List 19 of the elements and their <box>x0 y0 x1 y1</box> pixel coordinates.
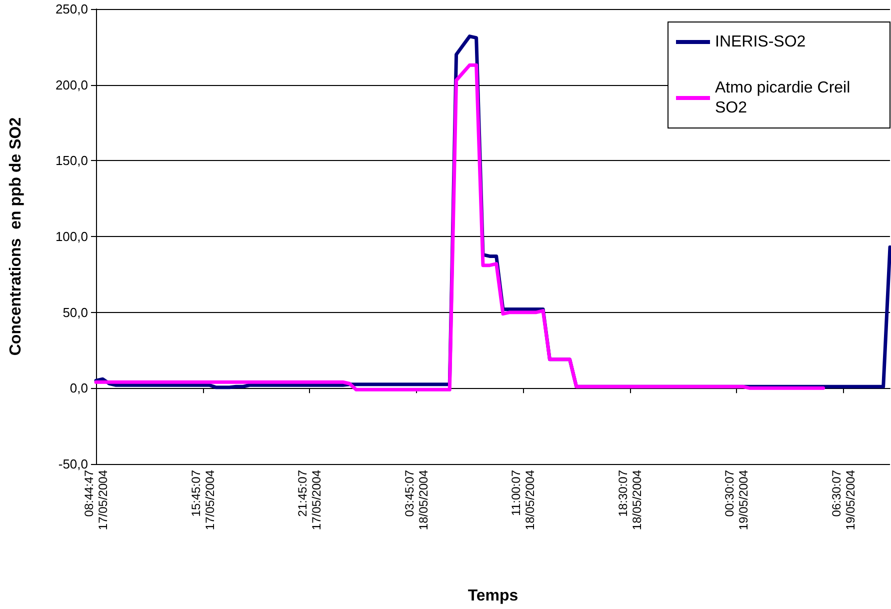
legend-label: INERIS-SO2 <box>715 34 806 50</box>
x-tick-label: 08:44:47 17/05/2004 <box>82 470 110 530</box>
x-tick-label: 06:30:07 19/05/2004 <box>829 470 858 530</box>
x-tick-label: 21:45:07 17/05/2004 <box>296 470 324 530</box>
y-tick-label: 200,0 <box>55 77 88 92</box>
legend-label: Atmo picardie Creil SO2 <box>715 80 855 116</box>
y-tick-label: 0,0 <box>70 380 88 396</box>
y-tick-label: 100,0 <box>55 229 88 244</box>
y-tick-label: 50,0 <box>62 304 88 320</box>
x-tick-label: 15:45:07 17/05/2004 <box>188 470 217 530</box>
y-tick-label: -50,0 <box>58 456 88 472</box>
x-tick-label: 18:30:07 18/05/2004 <box>616 470 644 530</box>
x-axis-title: Temps <box>468 588 518 604</box>
x-tick-label: 00:30:07 19/05/2004 <box>722 470 751 530</box>
y-tick-label: 250,0 <box>55 2 88 16</box>
x-tick-label: 03:45:07 18/05/2004 <box>402 470 430 530</box>
x-tick-label: 11:00:07 18/05/2004 <box>509 470 538 530</box>
y-axis-title: Concentrations en ppb de SO2 <box>8 117 24 356</box>
y-tick-label: 150,0 <box>55 153 88 168</box>
